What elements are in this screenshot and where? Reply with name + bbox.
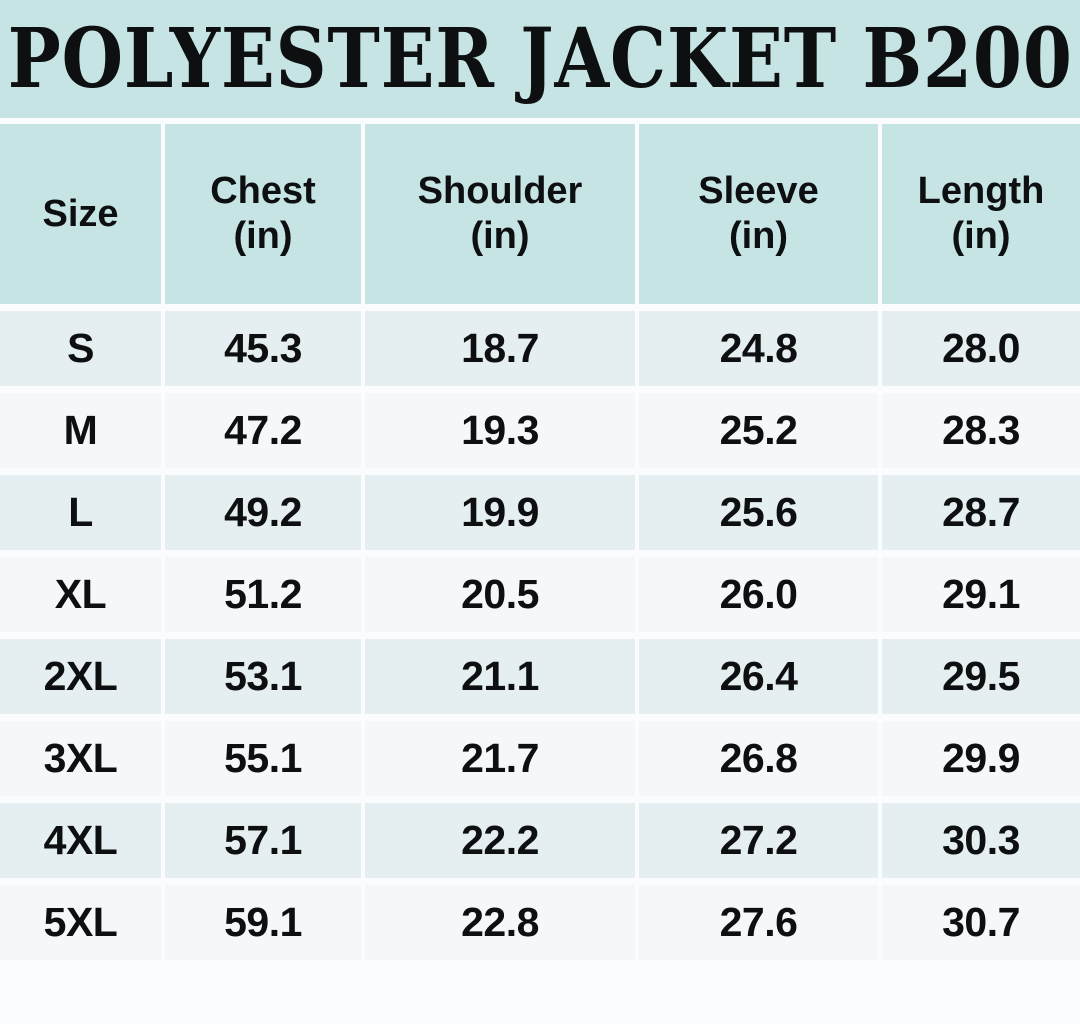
measurement-cell: 19.9 <box>365 475 635 550</box>
measurement-cell: 47.2 <box>165 393 361 468</box>
title-banner: POLYESTER JACKET B200 <box>0 0 1080 118</box>
column-header-length: Length (in) <box>882 124 1080 304</box>
measurement-cell: 30.3 <box>882 803 1080 878</box>
column-header-size: Size <box>0 124 161 304</box>
measurement-cell: 45.3 <box>165 311 361 386</box>
column-header-label: Shoulder <box>417 170 583 213</box>
size-chart-table: Size Chest (in) Shoulder (in) Sleeve (in) Lengt… <box>0 124 1080 960</box>
measurement-cell: 21.1 <box>365 639 635 714</box>
column-header-label: Size <box>42 192 119 235</box>
measurement-cell: 55.1 <box>165 721 361 796</box>
measurement-cell: 22.8 <box>365 885 635 960</box>
column-header-chest: Chest (in) <box>165 124 361 304</box>
column-header-unit: (in) <box>470 215 530 257</box>
column-header-label: Chest <box>210 170 316 213</box>
measurement-cell: 28.0 <box>882 311 1080 386</box>
size-cell: L <box>0 475 161 550</box>
column-header-label: Length <box>917 170 1045 213</box>
size-cell: 4XL <box>0 803 161 878</box>
size-cell: 5XL <box>0 885 161 960</box>
size-cell: M <box>0 393 161 468</box>
measurement-cell: 26.0 <box>639 557 878 632</box>
measurement-cell: 18.7 <box>365 311 635 386</box>
column-header-shoulder: Shoulder (in) <box>365 124 635 304</box>
measurement-cell: 28.3 <box>882 393 1080 468</box>
measurement-cell: 20.5 <box>365 557 635 632</box>
size-cell: S <box>0 311 161 386</box>
measurement-cell: 25.2 <box>639 393 878 468</box>
measurement-cell: 26.4 <box>639 639 878 714</box>
column-header-unit: (in) <box>233 215 293 257</box>
measurement-cell: 49.2 <box>165 475 361 550</box>
measurement-cell: 57.1 <box>165 803 361 878</box>
measurement-cell: 29.5 <box>882 639 1080 714</box>
column-header-sleeve: Sleeve (in) <box>639 124 878 304</box>
measurement-cell: 29.1 <box>882 557 1080 632</box>
measurement-cell: 27.6 <box>639 885 878 960</box>
column-header-label: Sleeve <box>698 170 819 213</box>
measurement-cell: 30.7 <box>882 885 1080 960</box>
measurement-cell: 29.9 <box>882 721 1080 796</box>
measurement-cell: 59.1 <box>165 885 361 960</box>
column-header-unit: (in) <box>728 215 789 257</box>
measurement-cell: 27.2 <box>639 803 878 878</box>
measurement-cell: 51.2 <box>165 557 361 632</box>
measurement-cell: 28.7 <box>882 475 1080 550</box>
measurement-cell: 22.2 <box>365 803 635 878</box>
page-title: POLYESTER JACKET B200 <box>7 11 1073 107</box>
size-cell: 3XL <box>0 721 161 796</box>
measurement-cell: 25.6 <box>639 475 878 550</box>
measurement-cell: 24.8 <box>639 311 878 386</box>
measurement-cell: 21.7 <box>365 721 635 796</box>
column-header-unit: (in) <box>951 215 1011 257</box>
size-cell: 2XL <box>0 639 161 714</box>
size-cell: XL <box>0 557 161 632</box>
measurement-cell: 53.1 <box>165 639 361 714</box>
measurement-cell: 26.8 <box>639 721 878 796</box>
measurement-cell: 19.3 <box>365 393 635 468</box>
